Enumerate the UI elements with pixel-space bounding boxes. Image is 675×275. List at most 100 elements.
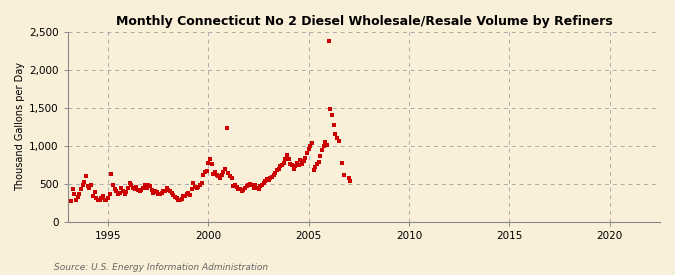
Point — [134, 189, 145, 194]
Point — [263, 178, 274, 182]
Point — [101, 197, 112, 202]
Point — [119, 191, 130, 196]
Point — [69, 191, 80, 196]
Point — [201, 169, 212, 173]
Point — [103, 196, 113, 200]
Point — [271, 168, 282, 172]
Point — [303, 147, 314, 151]
Point — [176, 197, 187, 201]
Point — [253, 187, 264, 191]
Point — [315, 153, 326, 158]
Point — [273, 166, 284, 171]
Point — [218, 169, 229, 174]
Point — [345, 179, 356, 184]
Point — [277, 163, 288, 167]
Point — [242, 184, 252, 188]
Point — [142, 182, 153, 187]
Point — [226, 175, 237, 180]
Point — [337, 161, 348, 166]
Point — [180, 194, 190, 198]
Point — [252, 186, 263, 191]
Point — [205, 157, 215, 162]
Point — [290, 164, 300, 169]
Point — [144, 184, 155, 188]
Point — [233, 187, 244, 191]
Point — [278, 161, 289, 166]
Point — [158, 189, 169, 194]
Point — [320, 140, 331, 144]
Point — [330, 132, 341, 137]
Point — [302, 151, 313, 156]
Point — [338, 172, 349, 177]
Point — [312, 162, 323, 166]
Point — [114, 191, 125, 195]
Point — [79, 180, 90, 185]
Point — [136, 188, 147, 192]
Point — [156, 191, 167, 195]
Point — [71, 198, 82, 203]
Point — [66, 199, 77, 204]
Point — [196, 181, 207, 185]
Point — [168, 193, 179, 197]
Point — [295, 158, 306, 163]
Point — [267, 175, 277, 179]
Point — [225, 174, 236, 178]
Point — [246, 183, 257, 188]
Point — [96, 196, 107, 200]
Point — [148, 191, 159, 195]
Point — [188, 181, 198, 185]
Point — [254, 184, 265, 188]
Point — [217, 173, 227, 178]
Point — [211, 172, 222, 177]
Point — [173, 197, 184, 202]
Point — [190, 185, 200, 189]
Point — [293, 163, 304, 167]
Point — [260, 178, 271, 183]
Point — [310, 165, 321, 169]
Point — [288, 166, 299, 171]
Point — [124, 181, 135, 185]
Point — [146, 188, 157, 192]
Point — [72, 194, 83, 199]
Point — [284, 157, 294, 162]
Point — [344, 175, 354, 180]
Point — [319, 144, 329, 148]
Point — [261, 177, 272, 182]
Point — [329, 122, 340, 127]
Point — [248, 185, 259, 190]
Point — [275, 164, 286, 169]
Point — [92, 197, 103, 202]
Point — [165, 189, 176, 194]
Point — [265, 176, 275, 181]
Point — [131, 185, 142, 189]
Point — [193, 185, 204, 189]
Point — [236, 188, 247, 193]
Point — [106, 172, 117, 176]
Point — [68, 187, 78, 191]
Point — [130, 187, 140, 191]
Point — [258, 181, 269, 185]
Point — [98, 194, 109, 198]
Point — [300, 156, 310, 160]
Point — [111, 189, 122, 194]
Point — [163, 188, 173, 192]
Point — [186, 187, 197, 191]
Point — [270, 171, 281, 175]
Point — [99, 198, 110, 203]
Point — [89, 190, 100, 194]
Point — [153, 192, 163, 197]
Point — [209, 170, 220, 175]
Point — [306, 141, 317, 145]
Point — [113, 192, 124, 197]
Point — [166, 191, 177, 195]
Point — [232, 185, 242, 189]
Point — [104, 192, 115, 197]
Point — [138, 185, 148, 190]
Point — [323, 39, 334, 43]
Y-axis label: Thousand Gallons per Day: Thousand Gallons per Day — [15, 62, 25, 191]
Point — [109, 187, 120, 191]
Point — [182, 192, 192, 197]
Point — [305, 144, 316, 148]
Point — [292, 161, 302, 166]
Point — [191, 186, 202, 191]
